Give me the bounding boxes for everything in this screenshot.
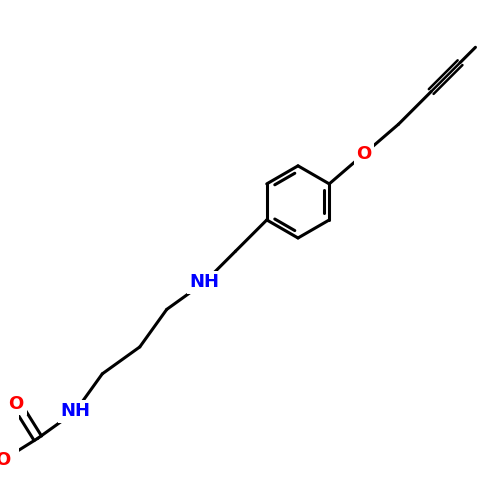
Text: NH: NH <box>60 402 90 420</box>
Text: O: O <box>356 145 372 163</box>
Text: NH: NH <box>189 274 219 291</box>
Text: O: O <box>8 394 24 412</box>
Text: O: O <box>0 451 11 469</box>
